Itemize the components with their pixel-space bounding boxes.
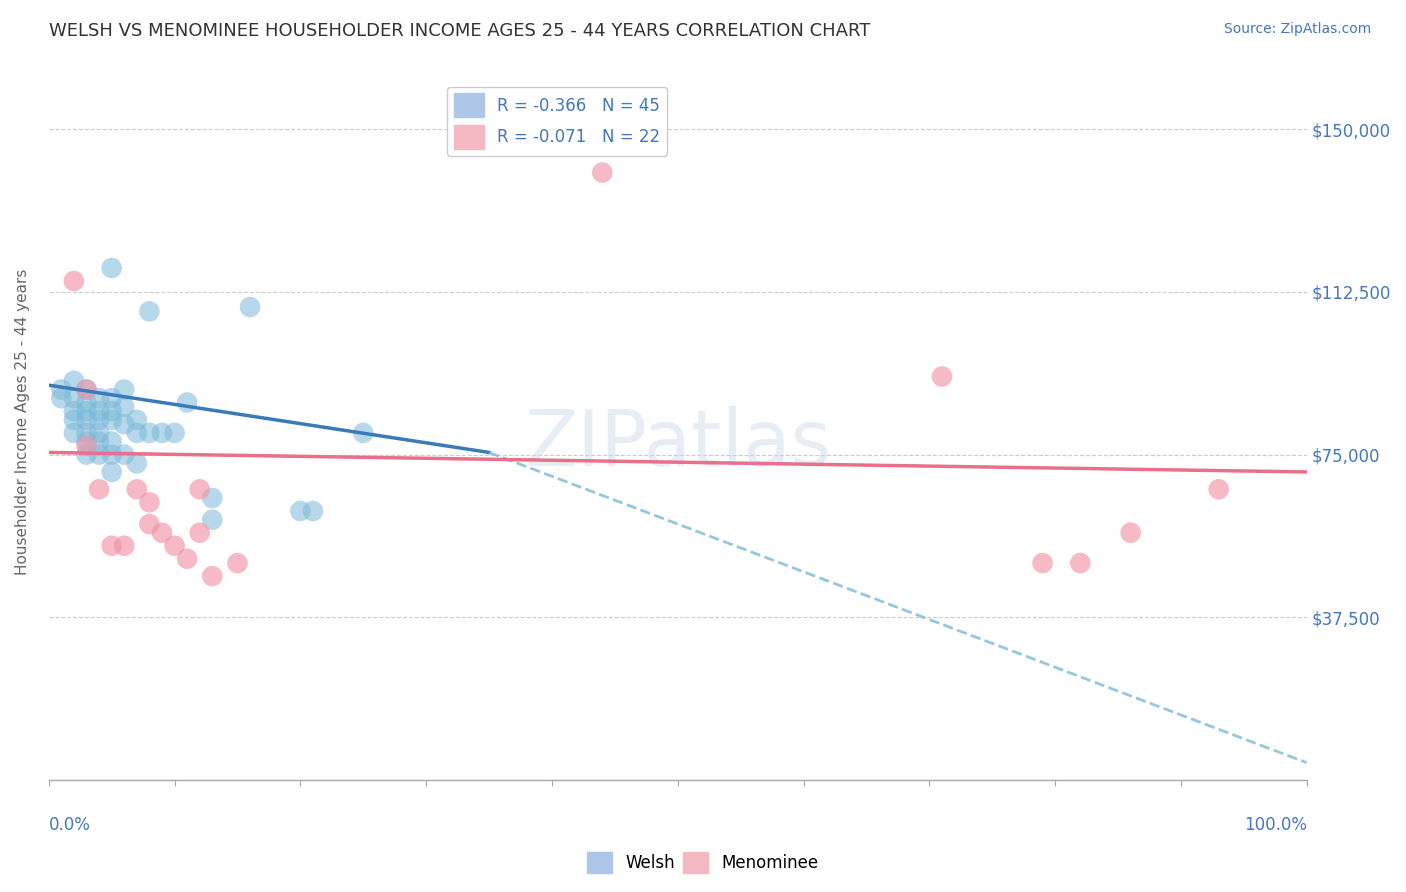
Text: 100.0%: 100.0%: [1244, 816, 1306, 834]
Point: [226, 556, 249, 570]
Point: [150, 525, 173, 540]
Point: [87, 391, 110, 405]
Point: [100, 391, 122, 405]
Point: [87, 413, 110, 427]
Point: [112, 400, 135, 414]
Point: [76, 413, 98, 427]
Y-axis label: Householder Income Ages 25 - 44 years: Householder Income Ages 25 - 44 years: [15, 268, 30, 575]
Legend: Welsh, Menominee: Welsh, Menominee: [581, 846, 825, 880]
Point: [1032, 556, 1054, 570]
Point: [76, 383, 98, 397]
Point: [87, 448, 110, 462]
Point: [100, 260, 122, 275]
Point: [76, 383, 98, 397]
Point: [290, 504, 312, 518]
Point: [188, 525, 211, 540]
Point: [352, 425, 374, 440]
Point: [201, 491, 224, 505]
Point: [112, 417, 135, 432]
Point: [201, 569, 224, 583]
Point: [51, 383, 73, 397]
Point: [76, 439, 98, 453]
Point: [63, 274, 86, 288]
Text: 0.0%: 0.0%: [49, 816, 90, 834]
Point: [931, 369, 953, 384]
Point: [87, 434, 110, 449]
Point: [100, 448, 122, 462]
Point: [125, 425, 148, 440]
Point: [63, 391, 86, 405]
Point: [163, 539, 186, 553]
Point: [125, 483, 148, 497]
Point: [87, 404, 110, 418]
Point: [100, 539, 122, 553]
Point: [76, 395, 98, 409]
Legend: R = -0.366   N = 45, R = -0.071   N = 22: R = -0.366 N = 45, R = -0.071 N = 22: [447, 87, 666, 155]
Point: [76, 425, 98, 440]
Point: [63, 425, 86, 440]
Point: [138, 516, 160, 531]
Point: [63, 404, 86, 418]
Point: [1119, 525, 1142, 540]
Point: [76, 434, 98, 449]
Point: [112, 383, 135, 397]
Point: [76, 404, 98, 418]
Text: Source: ZipAtlas.com: Source: ZipAtlas.com: [1223, 22, 1371, 37]
Point: [125, 456, 148, 470]
Point: [201, 513, 224, 527]
Point: [138, 495, 160, 509]
Point: [176, 395, 198, 409]
Point: [100, 434, 122, 449]
Point: [125, 413, 148, 427]
Point: [100, 465, 122, 479]
Point: [239, 300, 262, 314]
Point: [100, 404, 122, 418]
Point: [138, 304, 160, 318]
Point: [302, 504, 325, 518]
Point: [150, 425, 173, 440]
Point: [1208, 483, 1230, 497]
Point: [87, 483, 110, 497]
Point: [591, 165, 613, 179]
Point: [100, 413, 122, 427]
Text: ZIPatlas: ZIPatlas: [524, 406, 831, 482]
Point: [138, 425, 160, 440]
Point: [63, 413, 86, 427]
Point: [1069, 556, 1091, 570]
Point: [76, 448, 98, 462]
Point: [163, 425, 186, 440]
Point: [176, 551, 198, 566]
Point: [63, 374, 86, 388]
Point: [51, 391, 73, 405]
Point: [188, 483, 211, 497]
Point: [87, 425, 110, 440]
Text: WELSH VS MENOMINEE HOUSEHOLDER INCOME AGES 25 - 44 YEARS CORRELATION CHART: WELSH VS MENOMINEE HOUSEHOLDER INCOME AG…: [49, 22, 870, 40]
Point: [112, 448, 135, 462]
Point: [112, 539, 135, 553]
